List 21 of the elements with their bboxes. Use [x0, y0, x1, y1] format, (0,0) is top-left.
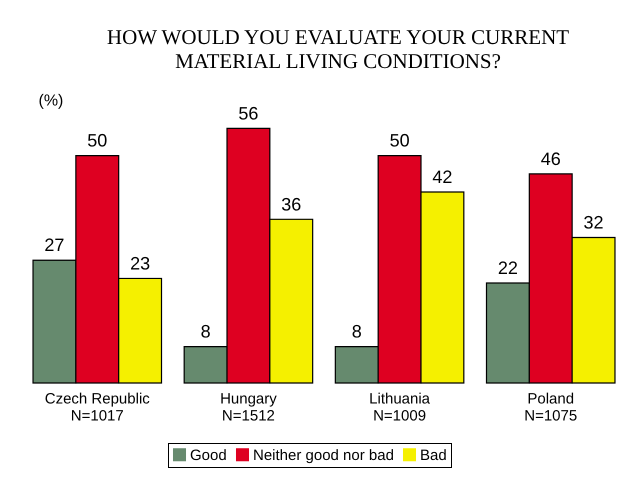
data-label: 27: [44, 235, 64, 256]
x-tick-label: Hungary N=1512: [220, 390, 278, 424]
chart-title: HOW WOULD YOU EVALUATE YOUR CURRENT MATERIAL LIVING CONDITIONS?: [106, 25, 570, 73]
data-label: 56: [238, 103, 258, 124]
x-tick-label: Poland N=1075: [524, 390, 578, 424]
data-label: 46: [540, 148, 561, 169]
data-label: 23: [130, 253, 150, 274]
legend-label: Bad: [420, 446, 447, 464]
data-label: 36: [281, 194, 302, 214]
data-label: 32: [584, 212, 604, 232]
legend-label: Good: [190, 446, 227, 464]
x-tick-label: Czech Republic N=1017: [44, 390, 150, 424]
data-label: 8: [352, 322, 362, 342]
data-label: 50: [390, 130, 410, 151]
data-label: 50: [87, 130, 108, 151]
data-label: 22: [498, 258, 518, 278]
data-label: 8: [200, 322, 211, 342]
x-tick-label: Lithuania N=1009: [369, 390, 431, 424]
legend-label: Neither good nor bad: [253, 446, 394, 464]
data-label: 42: [432, 167, 452, 188]
y-axis-title: (%): [38, 92, 64, 110]
